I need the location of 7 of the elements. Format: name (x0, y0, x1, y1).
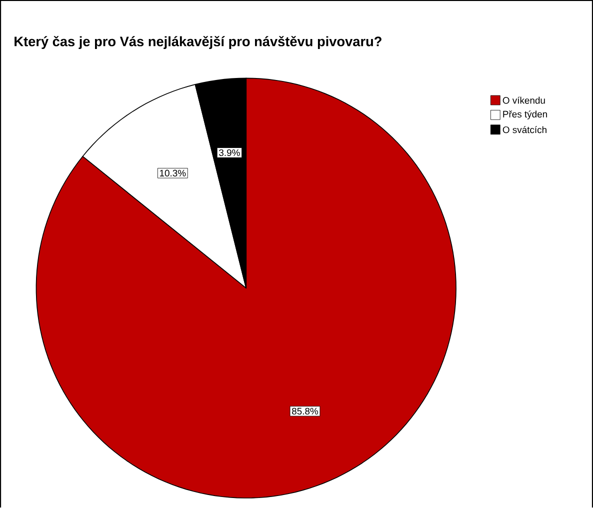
legend-label: O víkendu (502, 96, 545, 104)
legend-label: Přes týden (503, 110, 547, 120)
data-label: 85.8% (292, 408, 318, 415)
data-label: 3.9% (219, 149, 240, 156)
chart-title: Který čas je pro Vás nejlákavější pro návštěvu pivovaru? (14, 36, 382, 50)
legend-label: O svátcích (502, 126, 546, 134)
data-label: 10.3% (160, 170, 186, 176)
